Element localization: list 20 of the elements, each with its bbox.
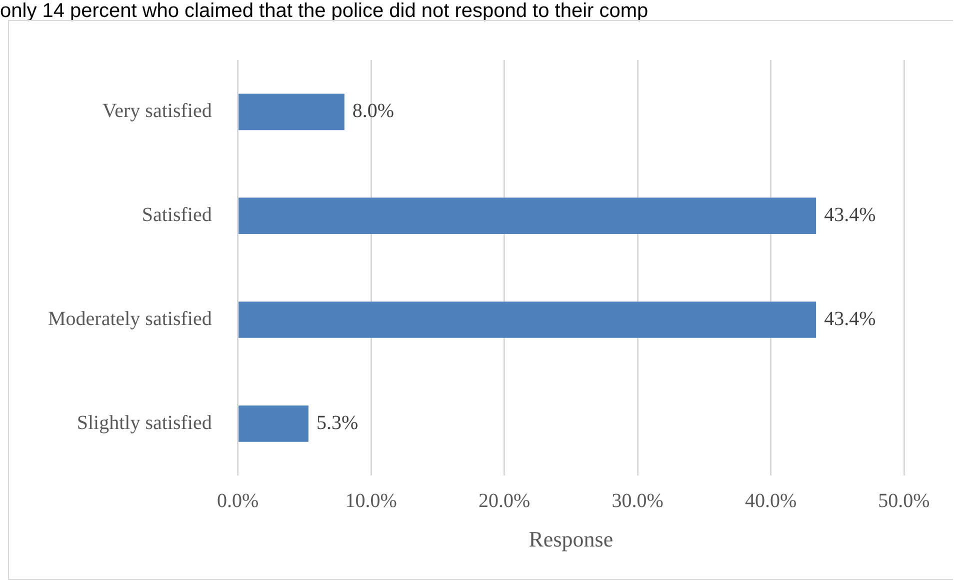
x-tick-label: 30.0% [612, 490, 664, 512]
y-tick-label: Very satisfied [102, 100, 212, 122]
x-axis-title: Response [528, 526, 614, 552]
bar [238, 198, 816, 234]
x-tick-label: 0.0% [217, 490, 259, 512]
bar [238, 302, 816, 338]
y-tick-label: Satisfied [142, 204, 212, 226]
data-label: 5.3% [316, 412, 358, 434]
x-tick-label: 50.0% [878, 490, 930, 512]
data-label: 43.4% [824, 308, 876, 330]
y-tick-label: Slightly satisfied [76, 412, 212, 434]
y-tick-label: Moderately satisfied [48, 308, 212, 330]
bar [238, 94, 344, 130]
text: only 14 percent who claimed that the police did not respond to their comp [0, 0, 648, 22]
x-tick-label: 20.0% [478, 490, 530, 512]
data-label: 43.4% [824, 204, 876, 226]
data-label: 8.0% [352, 100, 394, 122]
x-tick-label: 40.0% [744, 490, 797, 512]
x-tick-label: 10.0% [345, 490, 397, 512]
bar [238, 405, 308, 442]
